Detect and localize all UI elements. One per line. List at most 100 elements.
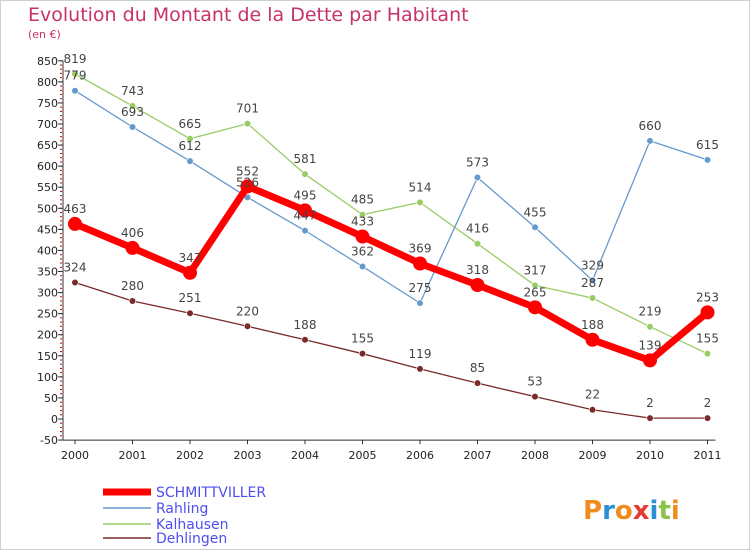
data-label: 219 bbox=[639, 305, 662, 319]
data-label: 253 bbox=[696, 290, 719, 304]
logo-letter: r bbox=[602, 496, 615, 526]
data-label: 324 bbox=[64, 260, 87, 274]
data-point bbox=[301, 227, 309, 235]
data-point bbox=[355, 229, 370, 244]
series-line bbox=[71, 182, 711, 364]
data-point bbox=[125, 240, 140, 255]
legend-label: SCHMITTVILLER bbox=[156, 485, 266, 501]
y-tick-label: 800 bbox=[37, 76, 58, 89]
data-label: 743 bbox=[121, 84, 144, 98]
data-label: 2 bbox=[646, 396, 654, 410]
x-tick-label: 2002 bbox=[176, 449, 204, 462]
logo-letter: o bbox=[615, 496, 633, 526]
data-point bbox=[416, 299, 424, 307]
data-label: 220 bbox=[236, 304, 259, 318]
data-label: 188 bbox=[581, 318, 604, 332]
y-tick-label: 450 bbox=[37, 223, 58, 236]
data-point bbox=[186, 157, 194, 165]
data-point bbox=[473, 379, 482, 387]
data-point bbox=[186, 309, 194, 317]
x-tick-label: 2007 bbox=[464, 449, 492, 462]
data-point bbox=[71, 278, 79, 287]
data-label: 251 bbox=[179, 291, 202, 305]
data-point bbox=[243, 119, 252, 128]
y-tick-label: 850 bbox=[37, 55, 58, 68]
data-label: 514 bbox=[409, 180, 432, 194]
data-label: 406 bbox=[121, 226, 144, 240]
data-point bbox=[186, 135, 194, 143]
data-label: 317 bbox=[524, 263, 547, 277]
x-tick-label: 2003 bbox=[234, 449, 262, 462]
data-label: 119 bbox=[409, 347, 432, 361]
data-label: 280 bbox=[121, 279, 144, 293]
data-label: 447 bbox=[294, 209, 317, 223]
series-rahling bbox=[71, 87, 712, 307]
data-point bbox=[416, 198, 424, 207]
data-point bbox=[646, 414, 654, 422]
data-point bbox=[358, 350, 367, 358]
data-label: 463 bbox=[64, 202, 87, 216]
x-tick-label: 2000 bbox=[61, 449, 89, 462]
data-label: 573 bbox=[466, 156, 489, 170]
data-point bbox=[128, 123, 137, 131]
data-label: 433 bbox=[351, 215, 374, 229]
data-point bbox=[183, 265, 197, 280]
logo-letter: x bbox=[633, 496, 650, 526]
series-line bbox=[74, 281, 709, 419]
series-dehlingen bbox=[71, 278, 712, 422]
data-label: 347 bbox=[179, 251, 202, 265]
y-tick-label: 600 bbox=[37, 160, 58, 173]
data-point bbox=[585, 332, 600, 347]
data-label: 495 bbox=[294, 188, 317, 202]
data-label: 155 bbox=[696, 332, 719, 346]
data-point bbox=[588, 276, 597, 284]
data-label: 779 bbox=[64, 69, 87, 83]
data-label: 265 bbox=[524, 285, 547, 299]
y-tick-label: -50 bbox=[40, 434, 58, 447]
data-point bbox=[703, 156, 712, 164]
data-label: 287 bbox=[581, 276, 604, 290]
data-point bbox=[473, 173, 482, 182]
chart-title: Evolution du Montant de la Dette par Hab… bbox=[28, 4, 469, 26]
data-label: 693 bbox=[121, 105, 144, 119]
series-line bbox=[74, 73, 709, 355]
data-point bbox=[588, 294, 597, 302]
data-point bbox=[128, 297, 137, 305]
series-kalhausen bbox=[71, 70, 712, 358]
series-layer bbox=[68, 70, 715, 422]
data-label: 526 bbox=[236, 175, 259, 189]
data-label: 362 bbox=[351, 244, 374, 258]
y-tick-label: 500 bbox=[37, 202, 58, 215]
data-point bbox=[643, 353, 657, 368]
data-point bbox=[298, 203, 312, 218]
data-label: 53 bbox=[527, 375, 542, 389]
proxiti-logo: Proxiti bbox=[583, 496, 680, 526]
data-label: 139 bbox=[639, 338, 662, 352]
data-point bbox=[703, 350, 712, 358]
y-tick-label: 250 bbox=[37, 308, 58, 321]
data-label: 369 bbox=[409, 242, 432, 256]
x-tick-label: 2009 bbox=[579, 449, 607, 462]
data-label: 819 bbox=[64, 52, 87, 66]
data-label: 275 bbox=[409, 281, 432, 295]
data-point bbox=[128, 102, 137, 110]
data-label: 22 bbox=[585, 388, 600, 402]
y-tick-label: 700 bbox=[37, 118, 58, 131]
y-tick-label: 50 bbox=[44, 392, 58, 405]
data-point bbox=[358, 211, 367, 219]
data-point bbox=[68, 216, 82, 231]
data-point bbox=[416, 365, 424, 373]
y-tick-label: 350 bbox=[37, 266, 58, 279]
data-label: 188 bbox=[294, 318, 317, 332]
data-label: 581 bbox=[294, 152, 317, 166]
series-line bbox=[74, 90, 709, 304]
y-tick-label: 550 bbox=[37, 181, 58, 194]
y-tick-label: 650 bbox=[37, 139, 58, 152]
data-point bbox=[700, 305, 715, 320]
data-point bbox=[528, 300, 542, 315]
data-point bbox=[646, 323, 654, 331]
data-point bbox=[71, 87, 79, 95]
data-point bbox=[240, 179, 255, 194]
